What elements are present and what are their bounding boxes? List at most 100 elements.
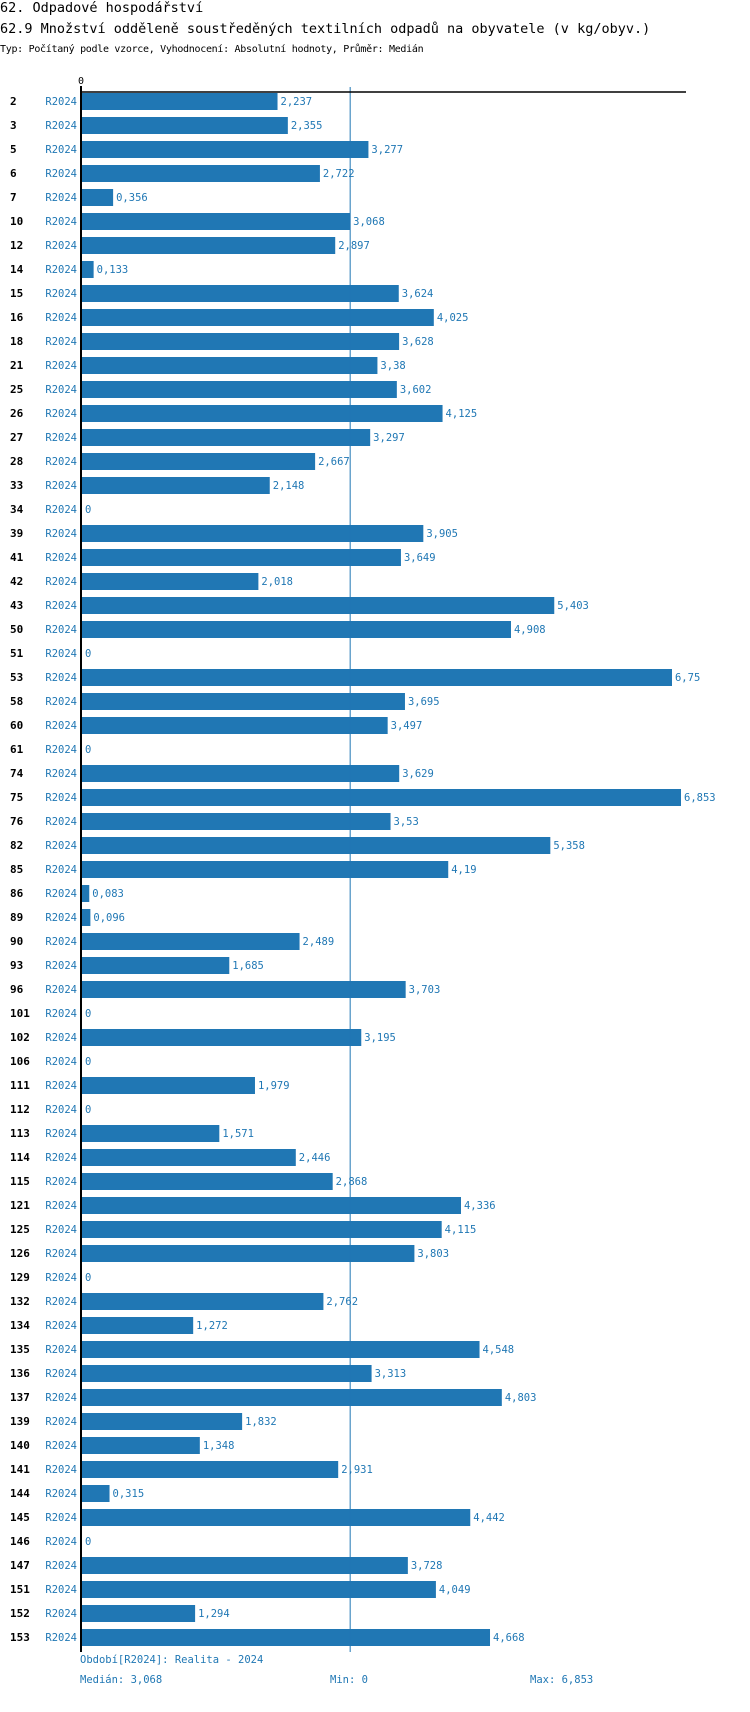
bar[interactable] xyxy=(82,933,300,950)
bar[interactable] xyxy=(82,1461,339,1478)
bar[interactable] xyxy=(82,93,278,110)
series-label: R2024 xyxy=(45,96,77,108)
value-label: 4,908 xyxy=(514,624,546,636)
value-label: 4,442 xyxy=(473,1512,505,1524)
category-label: 34 xyxy=(10,503,24,516)
bar[interactable] xyxy=(82,141,369,158)
bar[interactable] xyxy=(82,1341,480,1358)
bar[interactable] xyxy=(82,1173,333,1190)
bar[interactable] xyxy=(82,1437,200,1454)
category-label: 125 xyxy=(10,1223,30,1236)
bar[interactable] xyxy=(82,333,400,350)
bar[interactable] xyxy=(82,621,511,638)
category-label: 140 xyxy=(10,1439,30,1452)
value-label: 3,602 xyxy=(400,384,432,396)
category-label: 115 xyxy=(10,1175,30,1188)
bar[interactable] xyxy=(82,1077,255,1094)
category-label: 12 xyxy=(10,239,23,252)
bar-row: 114 R2024 2,446 xyxy=(10,1149,330,1166)
bar[interactable] xyxy=(82,549,401,566)
bar[interactable] xyxy=(82,1581,436,1598)
bar[interactable] xyxy=(82,357,378,374)
series-label: R2024 xyxy=(45,744,77,756)
bar[interactable] xyxy=(82,381,397,398)
bar[interactable] xyxy=(82,1293,324,1310)
bar[interactable] xyxy=(82,165,320,182)
bar[interactable] xyxy=(82,1317,194,1334)
bar[interactable] xyxy=(82,693,405,710)
bar-row: 14 R2024 0,133 xyxy=(10,261,128,278)
bar[interactable] xyxy=(82,1245,415,1262)
series-label: R2024 xyxy=(45,384,77,396)
bar[interactable] xyxy=(82,573,259,590)
bar[interactable] xyxy=(82,1221,442,1238)
series-label: R2024 xyxy=(45,1296,77,1308)
category-label: 86 xyxy=(10,887,24,900)
bar-row: 43 R2024 5,403 xyxy=(10,597,589,614)
value-label: 3,905 xyxy=(426,528,458,540)
value-label: 4,025 xyxy=(437,312,469,324)
bar[interactable] xyxy=(82,1485,110,1502)
series-label: R2024 xyxy=(45,1128,77,1140)
bar[interactable] xyxy=(82,957,230,974)
value-label: 3,624 xyxy=(402,288,434,300)
bar[interactable] xyxy=(82,597,555,614)
bar[interactable] xyxy=(82,189,114,206)
bar-row: 151 R2024 4,049 xyxy=(10,1581,471,1598)
category-label: 151 xyxy=(10,1583,30,1596)
value-label: 2,868 xyxy=(336,1176,368,1188)
category-label: 53 xyxy=(10,671,23,684)
bar[interactable] xyxy=(82,885,90,902)
value-label: 3,497 xyxy=(391,720,423,732)
bar[interactable] xyxy=(82,1365,372,1382)
bar[interactable] xyxy=(82,981,406,998)
bar[interactable] xyxy=(82,909,91,926)
bar[interactable] xyxy=(82,669,672,686)
value-label: 0 xyxy=(85,1104,91,1116)
series-label: R2024 xyxy=(45,672,77,684)
bar[interactable] xyxy=(82,117,288,134)
bar[interactable] xyxy=(82,285,399,302)
category-label: 106 xyxy=(10,1055,30,1068)
bar-row: 121 R2024 4,336 xyxy=(10,1197,496,1214)
bar[interactable] xyxy=(82,429,371,446)
bar[interactable] xyxy=(82,525,424,542)
bar-row: 3 R2024 2,355 xyxy=(10,117,322,134)
bar[interactable] xyxy=(82,861,449,878)
bar[interactable] xyxy=(82,1629,491,1646)
bar[interactable] xyxy=(82,837,551,854)
value-label: 0 xyxy=(85,504,91,516)
bar[interactable] xyxy=(82,1149,296,1166)
bar[interactable] xyxy=(82,1605,196,1622)
series-label: R2024 xyxy=(45,1104,77,1116)
bar[interactable] xyxy=(82,1413,243,1430)
bar-row: 106 R2024 0 xyxy=(10,1055,91,1068)
bar[interactable] xyxy=(82,261,94,278)
bar[interactable] xyxy=(82,765,400,782)
footer-median: Medián: 3,068 xyxy=(80,1674,163,1686)
bar[interactable] xyxy=(82,1125,220,1142)
bar[interactable] xyxy=(82,213,351,230)
value-label: 0 xyxy=(85,1536,91,1548)
bar-row: 21 R2024 3,38 xyxy=(10,357,406,374)
bar[interactable] xyxy=(82,477,270,494)
bar[interactable] xyxy=(82,405,443,422)
bar[interactable] xyxy=(82,1029,362,1046)
bar[interactable] xyxy=(82,717,388,734)
bar[interactable] xyxy=(82,453,316,470)
value-label: 1,685 xyxy=(232,960,264,972)
value-label: 3,068 xyxy=(353,216,385,228)
bar[interactable] xyxy=(82,309,434,326)
bar[interactable] xyxy=(82,237,336,254)
series-label: R2024 xyxy=(45,888,77,900)
bar[interactable] xyxy=(82,1389,502,1406)
bar-row: 112 R2024 0 xyxy=(10,1103,91,1116)
bar[interactable] xyxy=(82,1197,461,1214)
category-label: 43 xyxy=(10,599,23,612)
chart-title: 62.9 Množství odděleně soustředěných tex… xyxy=(0,21,651,37)
bar[interactable] xyxy=(82,1557,408,1574)
series-label: R2024 xyxy=(45,120,77,132)
bar[interactable] xyxy=(82,789,681,806)
bar[interactable] xyxy=(82,1509,471,1526)
bar[interactable] xyxy=(82,813,391,830)
